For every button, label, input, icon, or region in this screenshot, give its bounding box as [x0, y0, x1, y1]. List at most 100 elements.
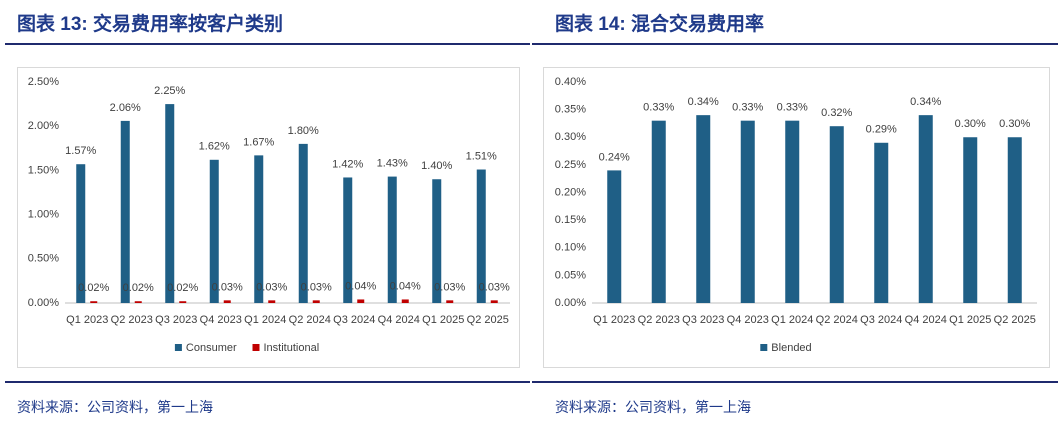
y-tick-label: 0.00% — [28, 297, 59, 309]
bar — [874, 142, 889, 303]
x-tick-label: Q1 2025 — [949, 314, 991, 326]
x-tick-label: Q2 2025 — [994, 314, 1036, 326]
x-tick-label: Q3 2024 — [860, 314, 902, 326]
bar — [357, 299, 365, 303]
bar — [254, 155, 264, 303]
bar — [696, 115, 711, 304]
y-tick-label: 2.50% — [28, 76, 59, 88]
value-label: 2.06% — [110, 102, 141, 114]
x-tick-label: Q3 2024 — [333, 314, 375, 326]
value-label: 0.33% — [777, 102, 808, 114]
value-label: 1.57% — [65, 145, 96, 157]
source-note: 资料来源：公司资料，第一上海 — [555, 399, 751, 416]
bar — [387, 176, 397, 303]
x-tick-label: Q2 2024 — [816, 314, 858, 326]
x-tick-label: Q4 2024 — [905, 314, 947, 326]
x-tick-label: Q2 2023 — [638, 314, 680, 326]
x-tick-label: Q1 2025 — [422, 314, 464, 326]
bar — [490, 300, 498, 303]
chart-title: 图表 14: 混合交易费用率 — [555, 12, 764, 35]
value-label: 0.02% — [123, 282, 154, 294]
y-tick-label: 0.30% — [555, 131, 586, 143]
value-label: 1.51% — [466, 150, 497, 162]
value-label: 0.33% — [643, 102, 674, 114]
value-label: 1.80% — [288, 125, 319, 137]
bar — [651, 120, 666, 303]
y-tick-label: 0.25% — [555, 159, 586, 171]
value-label: 0.03% — [256, 281, 287, 293]
x-tick-label: Q1 2024 — [244, 314, 286, 326]
x-tick-label: Q1 2023 — [66, 314, 108, 326]
bar — [963, 137, 978, 303]
value-label: 1.62% — [199, 141, 230, 153]
y-tick-label: 0.50% — [28, 253, 59, 265]
bar — [829, 126, 844, 303]
value-label: 0.34% — [910, 96, 941, 108]
legend-label: Blended — [771, 342, 811, 354]
value-label: 0.04% — [390, 280, 421, 292]
x-tick-label: Q3 2023 — [682, 314, 724, 326]
y-tick-label: 0.35% — [555, 104, 586, 116]
value-label: 0.33% — [732, 102, 763, 114]
legend-swatch — [174, 344, 182, 351]
bar — [223, 300, 231, 303]
bar — [1007, 137, 1022, 303]
bar — [607, 170, 622, 303]
bar — [343, 177, 353, 303]
value-label: 0.02% — [167, 282, 198, 294]
y-tick-label: 0.15% — [555, 214, 586, 226]
legend-swatch — [760, 344, 768, 351]
bar — [179, 301, 187, 303]
bar — [298, 143, 308, 303]
bar — [120, 120, 130, 303]
value-label: 0.02% — [78, 282, 109, 294]
y-tick-label: 0.00% — [555, 297, 586, 309]
bar — [76, 164, 86, 303]
x-tick-label: Q4 2023 — [727, 314, 769, 326]
value-label: 0.03% — [434, 281, 465, 293]
chart-frame — [17, 67, 520, 368]
value-label: 2.25% — [154, 85, 185, 97]
y-tick-label: 1.50% — [28, 164, 59, 176]
value-label: 0.03% — [212, 281, 243, 293]
value-label: 1.40% — [421, 160, 452, 172]
bar — [401, 299, 409, 303]
legend-swatch — [252, 344, 260, 351]
bar — [432, 179, 442, 303]
value-label: 0.24% — [599, 151, 630, 163]
x-tick-label: Q1 2024 — [771, 314, 813, 326]
x-tick-label: Q2 2025 — [467, 314, 509, 326]
y-tick-label: 0.40% — [555, 76, 586, 88]
value-label: 1.42% — [332, 158, 363, 170]
bar — [268, 300, 276, 303]
value-label: 1.67% — [243, 136, 274, 148]
bar — [209, 159, 219, 303]
value-label: 0.04% — [345, 280, 376, 292]
chart-frame — [543, 67, 1050, 368]
bar — [740, 120, 755, 303]
x-tick-label: Q2 2023 — [111, 314, 153, 326]
bar — [446, 300, 454, 303]
bar — [312, 300, 320, 303]
x-tick-label: Q4 2024 — [378, 314, 420, 326]
y-tick-label: 0.20% — [555, 186, 586, 198]
value-label: 0.03% — [301, 281, 332, 293]
bar — [90, 301, 98, 303]
value-label: 0.30% — [999, 118, 1030, 130]
value-label: 1.43% — [377, 157, 408, 169]
value-label: 0.03% — [479, 281, 510, 293]
y-tick-label: 0.05% — [555, 269, 586, 281]
y-tick-label: 1.00% — [28, 209, 59, 221]
bar — [165, 104, 175, 303]
legend-label: Consumer — [186, 342, 237, 354]
x-tick-label: Q3 2023 — [155, 314, 197, 326]
y-tick-label: 0.10% — [555, 242, 586, 254]
y-tick-label: 2.00% — [28, 120, 59, 132]
value-label: 0.30% — [955, 118, 986, 130]
bar — [785, 120, 800, 303]
x-tick-label: Q1 2023 — [593, 314, 635, 326]
bar — [476, 169, 486, 303]
value-label: 0.29% — [866, 124, 897, 136]
